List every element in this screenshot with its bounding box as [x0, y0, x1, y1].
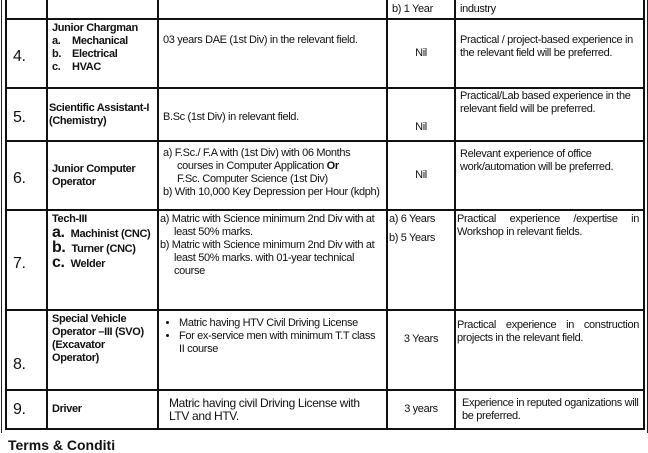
table-row: b) 1 Year industry: [5, 0, 645, 20]
qualification-cell: 03 years DAE (1st Div) in the relevant f…: [157, 18, 388, 89]
serial-number: 4.: [5, 18, 48, 89]
qualification-cell: Matric having HTV Civil Driving License …: [157, 309, 388, 391]
preference-cell: Practical/Lab based experience in the re…: [454, 87, 645, 142]
post-cell: Special Vehicle Operator –III (SVO) (Exc…: [46, 309, 159, 391]
preference-cell: Practical / project-based experience in …: [454, 18, 645, 89]
table-row: 6. Junior Computer Operator a) F.Sc./ F.…: [5, 140, 645, 211]
qualification-cell: a) Matric with Science minimum 2nd Div w…: [157, 209, 388, 311]
qualification-cell: B.Sc (1st Div) in relevant field.: [157, 87, 388, 142]
table-row: 7. Tech-III a. Machinist (CNC) b. Turner (…: [5, 209, 645, 311]
experience-cell: Nil: [386, 140, 456, 211]
qualification-cell: a) F.Sc./ F.A with (1st Div) with 06 Mon…: [157, 140, 388, 211]
subpost: a. Machinist (CNC): [52, 224, 151, 241]
posts-table: b) 1 Year industry 4. Junior Chargman a.…: [5, 0, 645, 430]
post-cell: Tech-III a. Machinist (CNC) b. Turner (CNC…: [46, 209, 159, 311]
post-cell: Junior Chargman a. Mechanical b. Electrica…: [46, 18, 159, 89]
table-row: 4. Junior Chargman a. Mechanical b. Electr…: [5, 18, 645, 89]
subpost: b. Turner (CNC): [52, 239, 136, 256]
subpost: c. HVAC: [52, 61, 101, 73]
post-title: Tech-III: [52, 213, 87, 225]
subpost: a. Mechanical: [52, 35, 128, 47]
list-item: For ex-service men with minimum T.T clas…: [179, 330, 382, 356]
post-cell: Driver: [46, 389, 159, 430]
serial-number: 6.: [5, 140, 48, 211]
table-row: 9. Driver Matric having civil Driving Li…: [5, 389, 645, 430]
post-cell: Scientific Assistant-I (Chemistry): [46, 87, 159, 142]
serial-number: 5.: [5, 87, 48, 142]
list-item: Matric having HTV Civil Driving License: [179, 317, 382, 330]
terms-heading: Terms & Conditi: [8, 437, 116, 453]
experience-cell: b) 1 Year: [386, 0, 456, 20]
qualification-cell: Matric having civil Driving License with…: [157, 389, 388, 430]
preference-cell: Experience in reputed oganizations will …: [454, 389, 645, 430]
experience-cell: Nil: [386, 87, 456, 142]
serial-number: 8.: [5, 309, 48, 391]
experience-cell: 3 years: [386, 389, 456, 430]
experience-cell: 3 Years: [386, 309, 456, 391]
preference-cell: Practical experience /expertise in Works…: [454, 209, 645, 311]
table-row: 8. Special Vehicle Operator –III (SVO) (…: [5, 309, 645, 391]
post-cell: Junior Computer Operator: [46, 140, 159, 211]
subpost: c. Welder: [52, 254, 106, 271]
preference-cell: industry: [454, 0, 645, 20]
experience-cell: a) 6 Years b) 5 Years: [386, 209, 456, 311]
post-title: Junior Chargman: [52, 22, 138, 34]
serial-number: 7.: [5, 209, 48, 311]
experience-cell: Nil: [386, 18, 456, 89]
subpost: b. Electrical: [52, 48, 118, 60]
preference-cell: Practical experience in construction pro…: [454, 309, 645, 391]
serial-number: 9.: [5, 389, 48, 430]
preference-cell: Relevant experience of office work/autom…: [454, 140, 645, 211]
table-row: 5. Scientific Assistant-I (Chemistry) B.…: [5, 87, 645, 142]
